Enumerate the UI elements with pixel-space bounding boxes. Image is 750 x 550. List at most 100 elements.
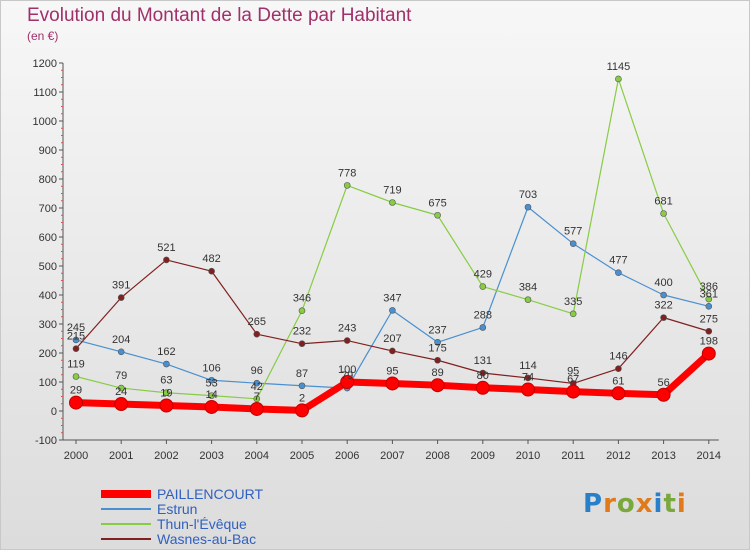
data-point bbox=[660, 210, 667, 217]
x-tick-label: 2000 bbox=[64, 450, 88, 462]
data-point bbox=[249, 401, 264, 416]
data-label: 95 bbox=[386, 365, 398, 377]
legend-label: Wasnes-au-Bac bbox=[157, 530, 257, 547]
data-label: 61 bbox=[612, 375, 624, 387]
data-point bbox=[615, 365, 622, 372]
data-label: 53 bbox=[205, 378, 217, 390]
data-label: 386 bbox=[700, 281, 718, 293]
data-label: 391 bbox=[112, 280, 130, 292]
data-label: 719 bbox=[383, 184, 401, 196]
data-label: 275 bbox=[700, 313, 718, 325]
x-tick-label: 2014 bbox=[697, 450, 721, 462]
data-point bbox=[72, 336, 80, 344]
unit-label: (en €) bbox=[27, 29, 59, 43]
data-point bbox=[389, 307, 396, 314]
data-label: 1145 bbox=[607, 61, 631, 73]
y-tick-label: 1100 bbox=[33, 87, 57, 99]
data-point bbox=[163, 256, 170, 264]
data-label: 42 bbox=[251, 381, 263, 393]
data-label: 131 bbox=[474, 355, 492, 367]
data-label: 347 bbox=[383, 292, 401, 304]
y-tick-label: 800 bbox=[39, 174, 57, 186]
x-tick-label: 2002 bbox=[154, 450, 178, 462]
data-point bbox=[389, 347, 396, 355]
data-label: 322 bbox=[654, 300, 672, 312]
data-point bbox=[253, 395, 261, 403]
data-point bbox=[114, 397, 129, 412]
data-label: 162 bbox=[157, 346, 175, 358]
data-point bbox=[660, 314, 667, 321]
data-point bbox=[117, 384, 125, 392]
data-point bbox=[660, 291, 667, 299]
data-point bbox=[524, 374, 532, 382]
data-label: 703 bbox=[519, 189, 537, 201]
data-point bbox=[705, 327, 713, 335]
data-point bbox=[298, 340, 306, 348]
data-point bbox=[569, 240, 577, 247]
data-point bbox=[117, 294, 125, 301]
data-label: 384 bbox=[519, 282, 537, 294]
data-label: 95 bbox=[567, 365, 579, 377]
data-label: 245 bbox=[67, 322, 85, 334]
data-label: 79 bbox=[341, 370, 353, 382]
data-point bbox=[163, 360, 170, 368]
x-tick-label: 2001 bbox=[109, 450, 133, 462]
data-point bbox=[615, 75, 622, 83]
data-label: 19 bbox=[160, 387, 172, 399]
data-label: 24 bbox=[115, 386, 127, 398]
data-label: 361 bbox=[700, 288, 718, 300]
data-label: 14 bbox=[205, 389, 217, 401]
data-label: 89 bbox=[431, 367, 443, 379]
y-tick-label: 700 bbox=[39, 203, 57, 215]
data-point bbox=[705, 303, 713, 310]
data-point bbox=[72, 345, 80, 352]
legend-label: PAILLENCOURT bbox=[157, 485, 264, 502]
data-point bbox=[204, 399, 219, 414]
legend-swatch bbox=[101, 537, 151, 540]
data-point bbox=[298, 382, 306, 390]
data-point bbox=[343, 182, 351, 189]
y-tick-label: 600 bbox=[39, 232, 57, 244]
y-tick-label: 1000 bbox=[33, 116, 57, 128]
x-tick-label: 2008 bbox=[425, 450, 449, 462]
data-label: 243 bbox=[338, 323, 356, 335]
x-tick-label: 2010 bbox=[516, 450, 540, 462]
data-label: 288 bbox=[474, 309, 492, 321]
data-label: 96 bbox=[251, 365, 263, 377]
data-point bbox=[475, 380, 490, 395]
data-label: 482 bbox=[202, 253, 220, 265]
x-tick-label: 2013 bbox=[651, 450, 675, 462]
data-point bbox=[434, 356, 441, 364]
y-tick-label: 400 bbox=[39, 290, 57, 302]
data-point bbox=[656, 387, 671, 402]
data-label: 63 bbox=[160, 375, 172, 387]
data-label: 198 bbox=[700, 336, 718, 348]
data-point bbox=[434, 211, 441, 219]
data-point bbox=[117, 348, 125, 356]
data-point bbox=[479, 283, 487, 290]
data-label: 577 bbox=[564, 226, 582, 238]
data-point bbox=[615, 269, 622, 276]
data-point bbox=[385, 376, 400, 391]
chart-title: Evolution du Montant de la Dette par Hab… bbox=[27, 5, 412, 26]
y-tick-label: -100 bbox=[35, 435, 57, 447]
data-label: 400 bbox=[654, 277, 672, 289]
legend: PAILLENCOURT Estrun Thun-l'Évêque Wasnes-au… bbox=[101, 485, 264, 547]
data-point bbox=[389, 199, 396, 206]
data-point bbox=[253, 330, 261, 338]
data-label: 429 bbox=[474, 269, 492, 281]
data-label: 146 bbox=[609, 351, 627, 363]
data-point bbox=[163, 389, 170, 397]
data-label: 175 bbox=[428, 342, 446, 354]
data-label: 778 bbox=[338, 167, 356, 179]
x-tick-label: 2004 bbox=[245, 450, 269, 462]
legend-swatch bbox=[101, 507, 151, 510]
data-label: 29 bbox=[70, 385, 82, 397]
data-point bbox=[69, 395, 83, 410]
data-label: 7 bbox=[254, 391, 260, 403]
data-point bbox=[569, 310, 577, 318]
data-label: 106 bbox=[202, 362, 220, 374]
data-point bbox=[72, 373, 80, 380]
x-tick-label: 2007 bbox=[380, 450, 404, 462]
